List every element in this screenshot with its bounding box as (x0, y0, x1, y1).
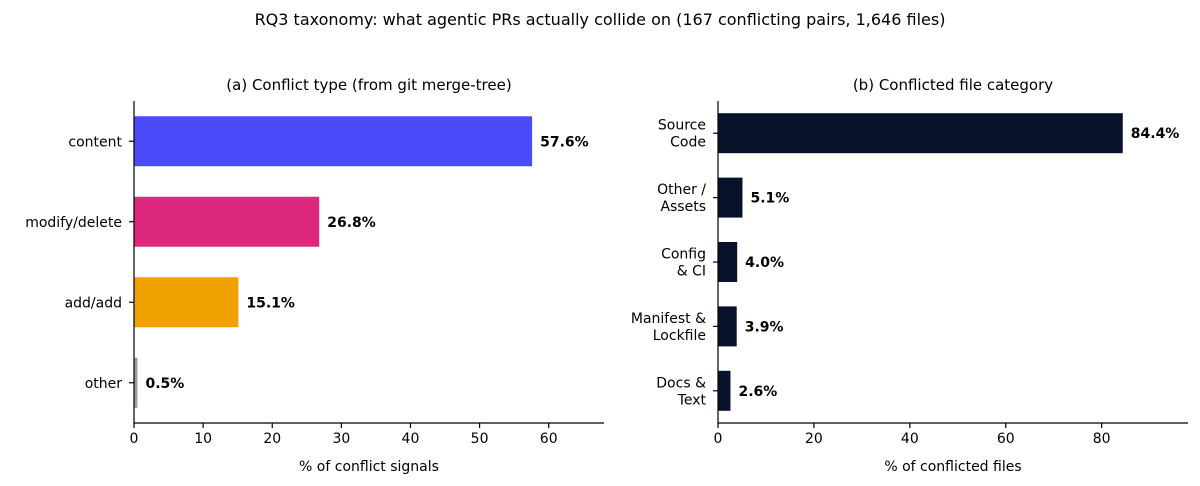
x-tick-label: 60 (997, 431, 1015, 447)
data-label: 0.5% (145, 376, 184, 392)
x-tick-label: 0 (130, 431, 139, 447)
bar (718, 370, 731, 411)
x-axis-label: % of conflicted files (884, 459, 1021, 475)
x-tick-label: 10 (194, 431, 212, 447)
data-label: 4.0% (745, 255, 784, 271)
x-tick-label: 80 (1093, 431, 1111, 447)
x-tick-label: 40 (901, 431, 919, 447)
bar (718, 242, 738, 282)
category-label: & CI (677, 264, 706, 280)
figure-title: RQ3 taxonomy: what agentic PRs actually … (255, 10, 946, 29)
category-label: Code (670, 135, 706, 151)
panel-title: (a) Conflict type (from git merge-tree) (226, 76, 511, 94)
x-tick-label: 30 (332, 431, 350, 447)
category-label: Manifest & (631, 311, 706, 327)
data-label: 57.6% (540, 134, 589, 150)
category-label: Config (661, 247, 706, 263)
x-tick-label: 20 (263, 431, 281, 447)
x-tick-label: 40 (402, 431, 420, 447)
panel-file-category: (b) Conflicted file category84.4%SourceC… (631, 76, 1188, 475)
category-label: Other / (657, 182, 706, 198)
x-tick-label: 50 (471, 431, 489, 447)
x-tick-label: 0 (714, 431, 723, 447)
x-axis-label: % of conflict signals (299, 459, 439, 475)
bar (718, 113, 1123, 154)
bar (718, 306, 737, 347)
panel-title: (b) Conflicted file category (853, 76, 1053, 94)
category-label: Docs & (656, 375, 706, 391)
category-label: modify/delete (25, 215, 122, 231)
data-label: 26.8% (327, 215, 376, 231)
bar (134, 357, 138, 408)
bar (718, 177, 743, 218)
category-label: Source (658, 118, 706, 134)
x-tick-label: 60 (540, 431, 558, 447)
category-label: add/add (65, 295, 122, 311)
data-label: 3.9% (745, 319, 784, 335)
category-label: Text (677, 392, 707, 408)
bar (134, 277, 239, 328)
x-tick-label: 20 (805, 431, 823, 447)
data-label: 5.1% (750, 191, 789, 207)
data-label: 15.1% (246, 295, 295, 311)
panel-conflict-type: (a) Conflict type (from git merge-tree) 5… (25, 76, 604, 475)
bar (134, 196, 320, 247)
category-label: Assets (660, 199, 706, 215)
bar (134, 116, 533, 167)
category-label: other (85, 376, 123, 392)
category-label: content (68, 134, 122, 150)
data-label: 84.4% (1131, 126, 1180, 142)
data-label: 2.6% (738, 384, 777, 400)
category-label: Lockfile (653, 328, 706, 344)
